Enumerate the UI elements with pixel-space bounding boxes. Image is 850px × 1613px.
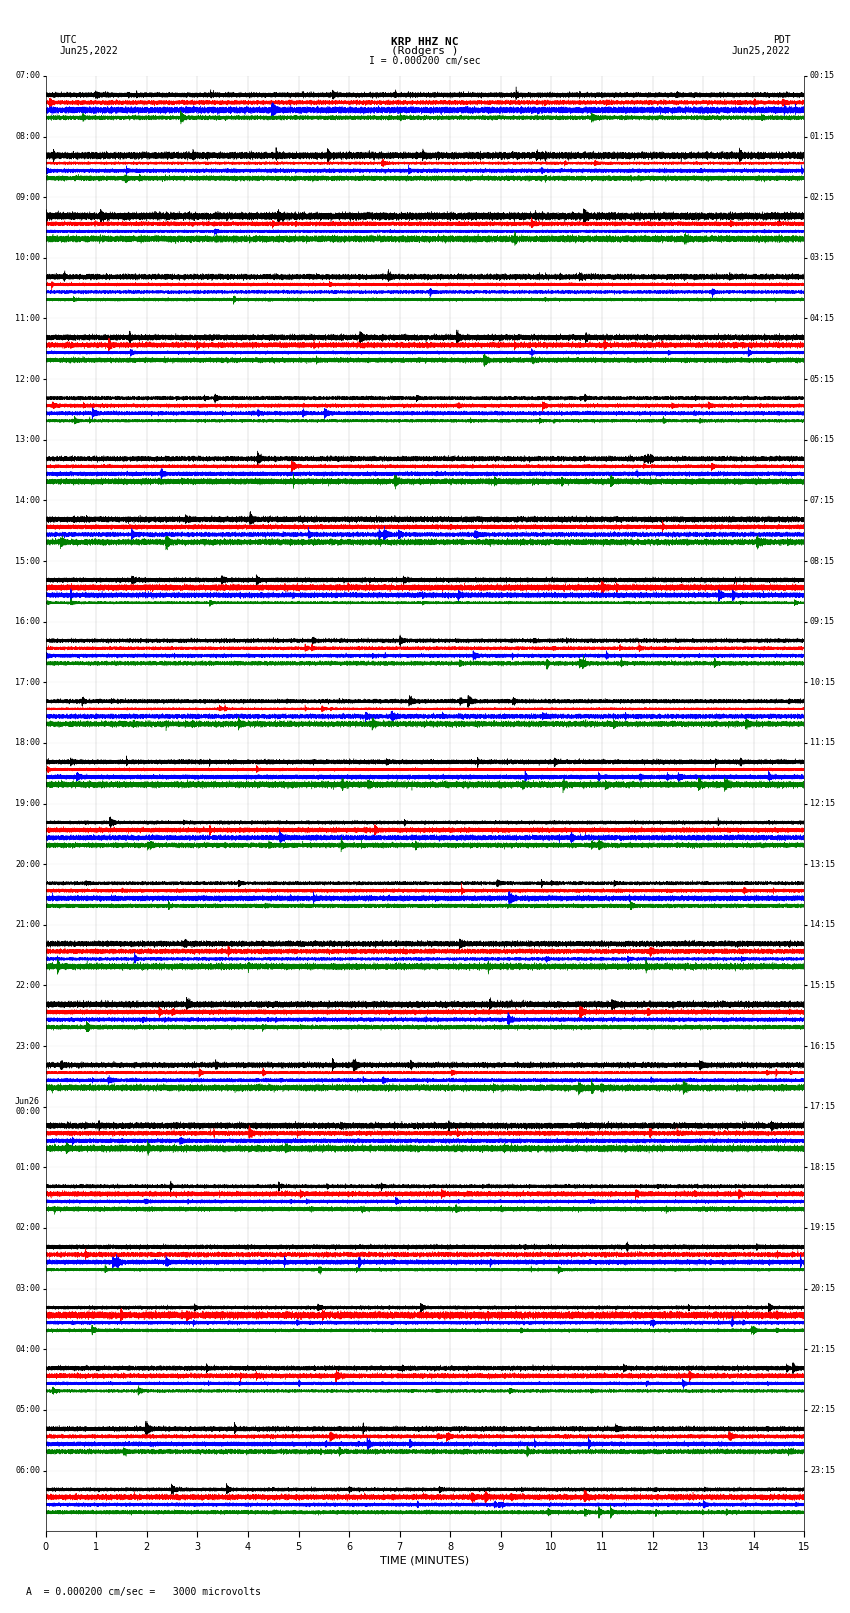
Text: PDT: PDT <box>773 35 790 45</box>
Text: Jun25,2022: Jun25,2022 <box>732 47 791 56</box>
Text: A  = 0.000200 cm/sec =   3000 microvolts: A = 0.000200 cm/sec = 3000 microvolts <box>26 1587 260 1597</box>
Text: Jun25,2022: Jun25,2022 <box>60 47 118 56</box>
Text: I = 0.000200 cm/sec: I = 0.000200 cm/sec <box>369 56 481 66</box>
Text: (Rodgers ): (Rodgers ) <box>391 47 459 56</box>
X-axis label: TIME (MINUTES): TIME (MINUTES) <box>381 1557 469 1566</box>
Text: UTC: UTC <box>60 35 77 45</box>
Text: KRP HHZ NC: KRP HHZ NC <box>391 37 459 47</box>
